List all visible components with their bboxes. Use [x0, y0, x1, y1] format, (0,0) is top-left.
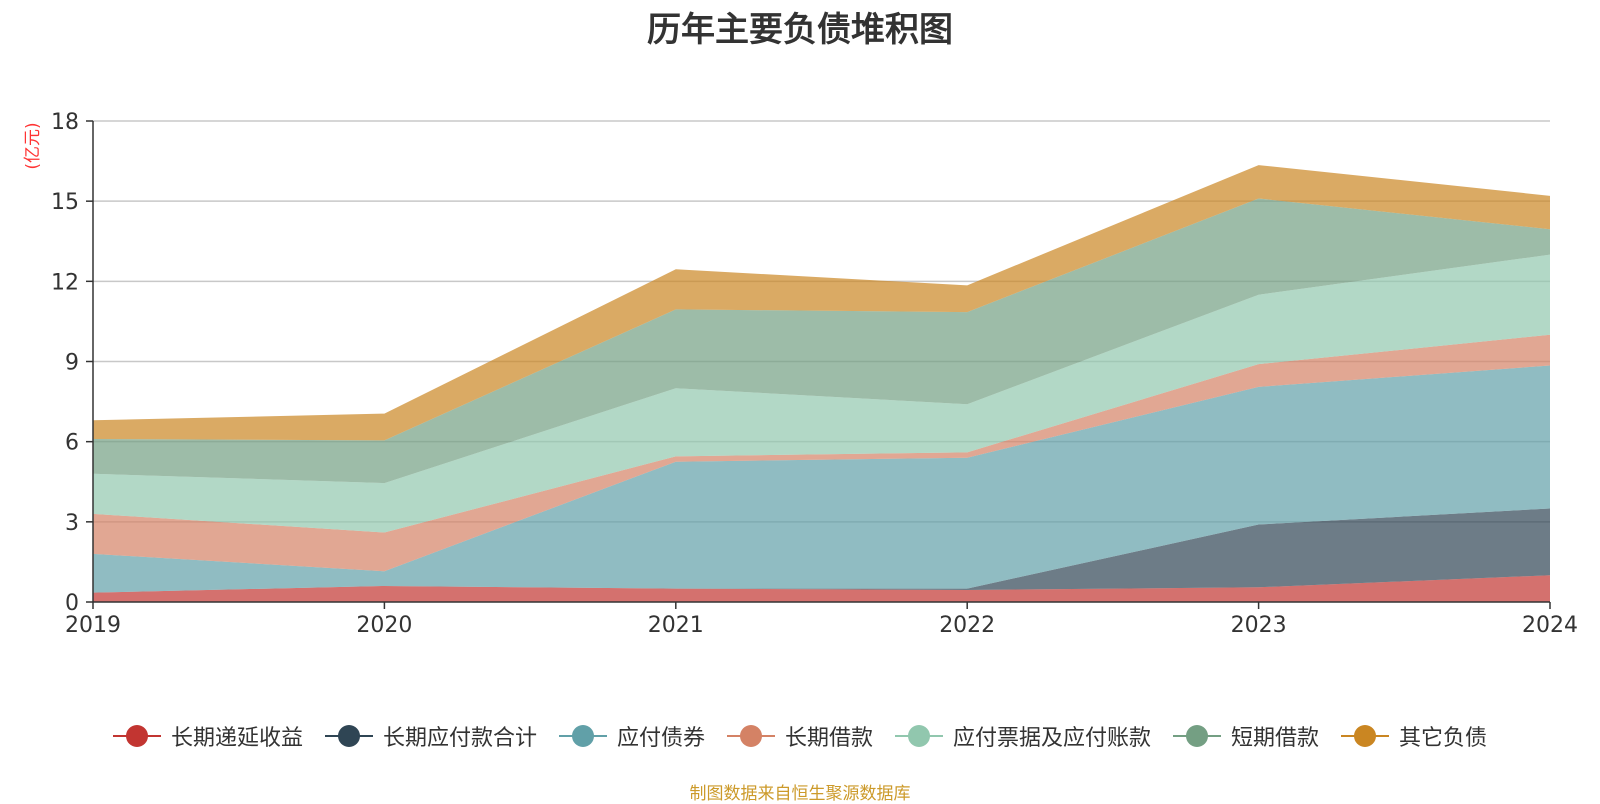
- legend-item[interactable]: 应付债券: [558, 720, 705, 752]
- area-series-5: [93, 198, 1550, 484]
- source-note: 制图数据来自恒生聚源数据库: [689, 784, 911, 804]
- legend-label: 长期借款: [784, 726, 873, 751]
- y-tick-label: 6: [65, 431, 79, 456]
- legend-label: 长期递延收益: [170, 726, 303, 751]
- y-unit-label: (亿元): [23, 122, 43, 169]
- y-tick-label: 15: [51, 190, 79, 215]
- legend-label: 应付债券: [616, 726, 705, 751]
- legend-label: 长期应付款合计: [382, 726, 537, 751]
- y-tick-label: 9: [65, 351, 79, 376]
- legend-label: 短期借款: [1231, 726, 1320, 751]
- legend-label: 应付票据及应付账款: [953, 726, 1152, 751]
- legend-marker-icon: [324, 723, 373, 749]
- legend-item[interactable]: 长期借款: [726, 720, 873, 752]
- x-tick-label: 2020: [356, 613, 412, 638]
- legend-item[interactable]: 其它负债: [1341, 720, 1487, 752]
- legend-label: 其它负债: [1399, 726, 1488, 751]
- x-tick-label: 2019: [65, 613, 121, 638]
- area-series-3: [93, 334, 1550, 572]
- area-series-6: [93, 165, 1550, 441]
- legend-marker-icon: [726, 723, 775, 749]
- legend-marker-icon: [558, 723, 607, 749]
- legend-marker-icon: [112, 723, 161, 749]
- legend-marker-icon: [1173, 723, 1222, 749]
- x-tick-label: 2022: [939, 613, 995, 638]
- x-tick-label: 2023: [1231, 613, 1287, 638]
- chart-title: 历年主要负债堆积图: [647, 10, 953, 50]
- legend-item[interactable]: 长期递延收益: [112, 720, 303, 752]
- area-series-1: [93, 508, 1550, 593]
- legend-item[interactable]: 短期借款: [1173, 720, 1319, 752]
- area-series-4: [93, 254, 1550, 533]
- legend: 长期递延收益 长期应付款合计 应付债券 长期借款 应付票据及应付账款 短期借款 其它负债: [0, 720, 1600, 752]
- legend-marker-icon: [1341, 723, 1390, 749]
- area-series-0: [93, 575, 1550, 602]
- y-tick-label: 3: [65, 511, 79, 536]
- y-tick-label: 12: [51, 270, 79, 295]
- x-tick-label: 2024: [1522, 613, 1578, 638]
- area-series-2: [93, 365, 1550, 593]
- legend-item[interactable]: 应付票据及应付账款: [895, 720, 1151, 752]
- x-tick-label: 2021: [648, 613, 704, 638]
- stacked-areas: [93, 165, 1550, 602]
- y-tick-label: 0: [65, 591, 79, 616]
- legend-marker-icon: [895, 723, 943, 749]
- axes: 0 3 6 9 12 15 18 2019 2020 2021 2022 2023 2024: [51, 110, 1578, 638]
- legend-item[interactable]: 长期应付款合计: [324, 720, 537, 752]
- y-tick-label: 18: [51, 110, 79, 135]
